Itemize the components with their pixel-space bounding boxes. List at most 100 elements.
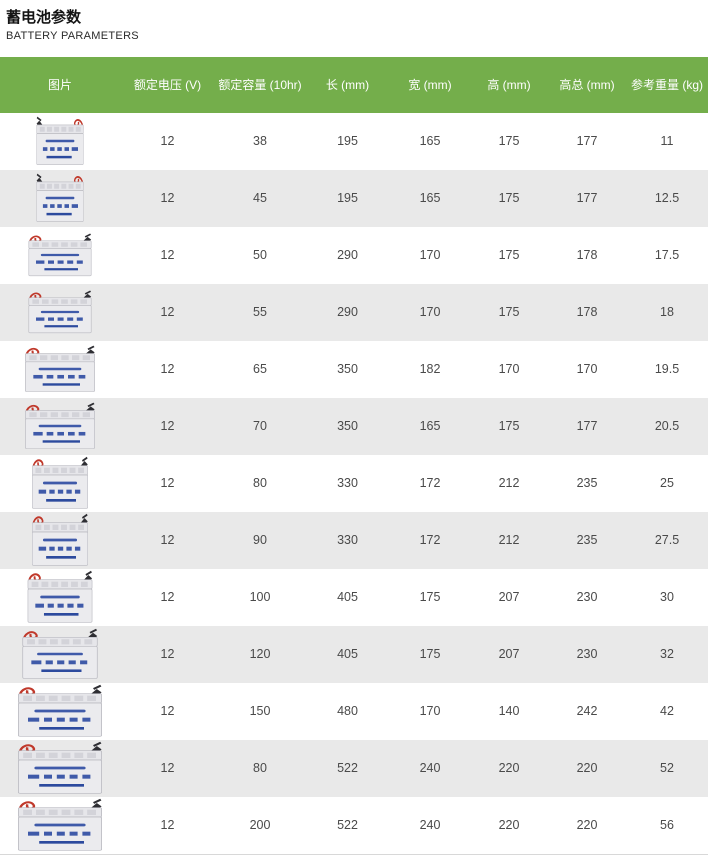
cell-length: 290 <box>337 305 358 320</box>
battery-label-mark <box>45 660 53 665</box>
cell-total-height: 178 <box>576 248 598 263</box>
battery-label-mark <box>48 317 54 322</box>
battery-label-mark <box>38 546 47 551</box>
battery-label-underline <box>44 325 78 328</box>
cell-height: 175 <box>498 191 520 206</box>
cell-battery-image <box>0 455 120 512</box>
black-terminal-wire-icon <box>89 628 98 634</box>
battery-vent <box>39 127 45 132</box>
cell-total-height: 230 <box>576 590 598 605</box>
battery-label-mark <box>46 432 54 436</box>
battery-label-mark <box>67 603 74 608</box>
cell-length: 405 <box>337 647 358 662</box>
battery-label-mark <box>28 717 40 722</box>
battery-product-image <box>20 401 100 451</box>
battery-vent <box>78 467 84 474</box>
cell-length: 405 <box>337 590 358 605</box>
battery-vent <box>72 412 80 418</box>
black-terminal-wire-icon <box>93 685 102 691</box>
battery-label-mark <box>82 774 91 779</box>
black-terminal-wire-icon <box>85 571 92 577</box>
battery-label-title-line <box>45 140 75 143</box>
battery-label-title-line <box>40 254 80 257</box>
cell-height: 140 <box>498 704 520 719</box>
battery-label-title-line <box>40 595 80 599</box>
battery-label-title-line <box>42 538 78 542</box>
battery-label-mark <box>82 717 91 722</box>
cell-height: 175 <box>498 305 520 320</box>
cell-battery-image <box>0 113 120 170</box>
battery-vent <box>87 752 96 759</box>
battery-label-mark <box>69 774 78 779</box>
cell-voltage: 12 <box>160 134 175 149</box>
battery-label-mark <box>57 660 65 665</box>
cell-capacity: 45 <box>253 191 267 206</box>
cell-capacity: 65 <box>253 362 267 377</box>
cell-height: 212 <box>498 533 520 548</box>
black-terminal-wire-icon <box>87 345 95 351</box>
cell-total-height: 220 <box>576 761 598 776</box>
cell-height: 207 <box>498 590 520 605</box>
battery-vent <box>87 809 96 816</box>
cell-weight: 17.5 <box>654 248 680 263</box>
cell-length: 350 <box>337 362 358 377</box>
battery-vent <box>46 184 52 189</box>
battery-vent <box>52 524 59 531</box>
battery-label-mark <box>78 432 86 436</box>
battery-vent <box>51 242 59 248</box>
table-row: 12 80 522 240 220 220 52 <box>0 739 708 797</box>
black-terminal-wire-icon <box>82 514 88 520</box>
cell-width: 165 <box>419 191 441 206</box>
battery-product-image <box>12 797 108 853</box>
battery-label-mark <box>56 717 65 722</box>
battery-label-underline <box>39 841 84 844</box>
battery-vent <box>51 581 59 588</box>
battery-label-mark <box>57 603 64 608</box>
cell-height: 170 <box>498 362 520 377</box>
cell-width: 172 <box>419 533 441 548</box>
battery-label-mark <box>71 147 78 152</box>
battery-label-mark <box>68 432 75 436</box>
battery-vent <box>39 184 45 189</box>
cell-battery-image <box>0 398 120 455</box>
cell-voltage: 12 <box>160 533 175 548</box>
battery-label-mark <box>56 774 65 779</box>
cell-width: 165 <box>419 134 441 149</box>
cell-capacity: 120 <box>249 647 271 662</box>
battery-vent <box>50 412 58 418</box>
battery-label-mark <box>78 375 86 379</box>
battery-label-mark <box>42 204 48 209</box>
cell-height: 175 <box>498 419 520 434</box>
battery-vent <box>54 127 60 132</box>
cell-total-height: 242 <box>576 704 598 719</box>
cell-height: 175 <box>498 134 520 149</box>
cell-width: 165 <box>419 419 441 434</box>
battery-vent <box>44 467 50 474</box>
black-terminal-wire-icon <box>36 116 42 122</box>
battery-vent <box>82 355 90 361</box>
cell-weight: 12.5 <box>654 191 680 206</box>
battery-label-mark <box>82 831 91 836</box>
battery-label-underline <box>46 499 76 502</box>
battery-vent <box>75 184 81 189</box>
cell-battery-image <box>0 227 120 284</box>
cell-width: 170 <box>419 305 441 320</box>
cell-width: 170 <box>419 248 441 263</box>
table-row: 12 45 195 165 175 177 12.5 <box>0 169 708 227</box>
table-row: 12 65 350 182 170 170 19.5 <box>0 340 708 398</box>
battery-vent <box>36 809 45 816</box>
cell-weight: 18 <box>660 305 674 320</box>
cell-capacity: 70 <box>253 419 267 434</box>
battery-vent <box>80 299 87 305</box>
battery-vent <box>23 809 32 816</box>
battery-label-mark <box>44 831 52 836</box>
cell-voltage: 12 <box>160 248 175 263</box>
cell-width: 175 <box>419 647 441 662</box>
battery-vent <box>35 467 42 474</box>
battery-label-mark <box>57 260 64 265</box>
cell-battery-image <box>0 797 120 855</box>
cell-capacity: 200 <box>249 818 271 833</box>
battery-label-mark <box>76 260 83 265</box>
cell-battery-image <box>0 341 120 398</box>
cell-voltage: 12 <box>160 305 175 320</box>
